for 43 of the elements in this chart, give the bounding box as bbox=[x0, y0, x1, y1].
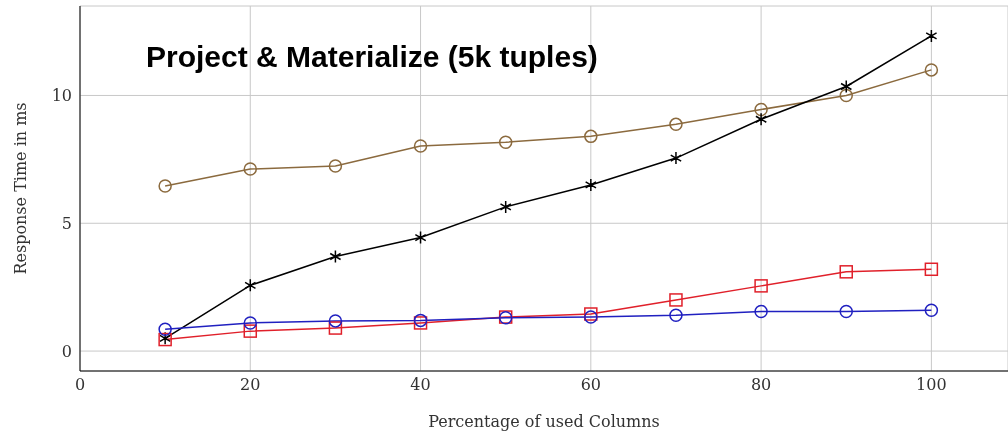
point bbox=[669, 293, 683, 307]
point bbox=[839, 88, 853, 103]
x-tick-label: 0 bbox=[74, 375, 86, 395]
point bbox=[754, 102, 768, 117]
x-tick-label: 40 bbox=[410, 375, 431, 395]
point bbox=[414, 230, 427, 245]
point bbox=[243, 324, 258, 338]
x-tick-label: 80 bbox=[750, 375, 772, 395]
point bbox=[328, 314, 343, 328]
x-tick-label: 60 bbox=[580, 375, 602, 395]
point bbox=[924, 262, 939, 277]
x-tick-label: 20 bbox=[240, 375, 261, 395]
point bbox=[499, 200, 512, 214]
point bbox=[158, 179, 172, 193]
point bbox=[584, 129, 598, 144]
point bbox=[924, 63, 939, 77]
point bbox=[754, 279, 768, 293]
point bbox=[669, 308, 683, 323]
point bbox=[244, 278, 257, 293]
point bbox=[840, 79, 853, 94]
point bbox=[839, 265, 853, 279]
point bbox=[924, 303, 939, 317]
point bbox=[670, 151, 682, 165]
point bbox=[754, 304, 768, 319]
x-axis-title: Percentage of used Columns bbox=[428, 412, 660, 431]
point bbox=[158, 322, 172, 337]
point bbox=[839, 304, 853, 319]
point bbox=[243, 316, 258, 330]
y-axis-title: Response Time in ms bbox=[10, 102, 30, 275]
y-tick-label: 0 bbox=[61, 341, 72, 361]
point bbox=[669, 117, 683, 132]
y-tick-label: 10 bbox=[51, 86, 72, 106]
point bbox=[243, 162, 258, 176]
point bbox=[755, 112, 768, 126]
y-tick-label: 5 bbox=[61, 213, 72, 233]
text: Project & Materialize (5k tuples) bbox=[146, 40, 598, 74]
point bbox=[584, 178, 597, 192]
x-tick-label: 100 bbox=[916, 375, 947, 395]
point bbox=[498, 135, 513, 149]
point bbox=[328, 159, 343, 173]
point bbox=[413, 139, 428, 153]
point bbox=[329, 249, 342, 264]
point bbox=[328, 321, 343, 335]
